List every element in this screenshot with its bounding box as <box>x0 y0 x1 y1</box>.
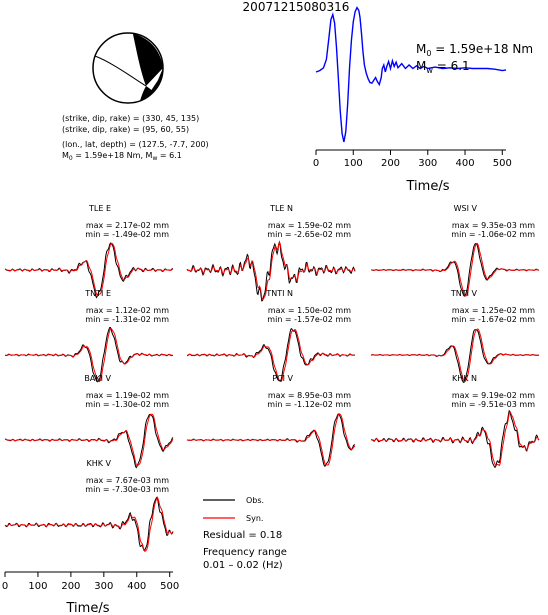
min-amplitude-label: min = -1.06e-02 mm <box>451 230 535 239</box>
synthetic-waveform-line <box>371 242 540 297</box>
station-label: WSI V <box>454 204 478 213</box>
focal-line-2: (strike, dip, rake) = (95, 60, 55) <box>62 125 189 134</box>
station-label: TNTI E <box>84 289 111 298</box>
stf-magnitude-label: Mw = 6.1 <box>416 59 470 75</box>
focal-line-1: (strike, dip, rake) = (330, 45, 135) <box>62 114 199 123</box>
min-amplitude-label: min = -1.30e-02 mm <box>85 400 169 409</box>
max-amplitude-label: max = 1.25e-02 mm <box>452 306 535 315</box>
stf-tick-label: 200 <box>381 158 400 169</box>
max-amplitude-label: max = 7.67e-03 mm <box>86 476 169 485</box>
max-amplitude-label: max = 2.17e-02 mm <box>86 221 169 230</box>
waveform-x-axis: 0 100 200 300 400 500 <box>2 571 179 592</box>
max-amplitude-label: max = 9.19e-02 mm <box>452 391 535 400</box>
max-amplitude-label: max = 1.12e-02 mm <box>86 306 169 315</box>
stf-series-line <box>315 6 507 143</box>
stf-tick-label: 100 <box>344 158 363 169</box>
stf-x-axis: 0 100 200 300 400 500 <box>313 149 512 169</box>
stf-moment-label: M0 = 1.59e+18 Nm <box>416 42 533 58</box>
waveform-tick-label: 0 <box>2 581 8 592</box>
synthetic-waveform-line <box>186 329 356 383</box>
residual-label: Residual = 0.18 <box>203 530 282 541</box>
max-amplitude-label: max = 1.50e-02 mm <box>268 306 351 315</box>
station-label: TNTI N <box>265 289 293 298</box>
stf-tick-label: 400 <box>455 158 474 169</box>
frequency-range-value: 0.01 – 0.02 (Hz) <box>203 560 283 571</box>
focal-line-3: (lon., lat, depth) = (127.5, -7.7, 200) <box>62 140 209 149</box>
min-amplitude-label: min = -1.12e-02 mm <box>267 400 351 409</box>
max-amplitude-label: max = 1.19e-02 mm <box>86 391 169 400</box>
focal-mechanism-beachball-icon <box>92 32 164 104</box>
figure-title: 20071215080316 <box>243 0 350 14</box>
synthetic-waveform-line <box>186 241 356 301</box>
synthetic-waveform-line <box>186 413 356 466</box>
station-label: KHK V <box>86 459 111 468</box>
synthetic-waveform-line <box>370 328 540 383</box>
synthetic-waveform-line <box>4 497 174 552</box>
station-label: BAKI V <box>84 374 111 383</box>
stf-panel: 0 100 200 300 400 500 Time/s M0 = 1.59e+18 Nm… <box>313 6 533 194</box>
min-amplitude-label: min = -1.31e-02 mm <box>85 315 169 324</box>
min-amplitude-label: min = -1.67e-02 mm <box>451 315 535 324</box>
waveform-tick-label: 500 <box>160 581 179 592</box>
waveform-tick-label: 300 <box>94 581 113 592</box>
min-amplitude-label: min = -2.65e-02 mm <box>267 230 351 239</box>
max-amplitude-label: max = 9.35e-03 mm <box>452 221 535 230</box>
stf-x-label: Time/s <box>406 179 450 194</box>
stf-tick-label: 300 <box>418 158 437 169</box>
legend-syn-label: Syn. <box>246 514 263 523</box>
waveform-tick-label: 100 <box>28 581 47 592</box>
min-amplitude-label: min = -7.30e-03 mm <box>85 485 169 494</box>
synthetic-waveform-line <box>370 411 540 467</box>
frequency-range-label: Frequency range <box>203 547 287 558</box>
station-label: PCI V <box>272 374 293 383</box>
min-amplitude-label: min = -1.57e-02 mm <box>267 315 351 324</box>
max-amplitude-label: max = 8.95e-03 mm <box>268 391 351 400</box>
legend: Obs. Syn. Residual = 0.18 Frequency rang… <box>203 496 287 571</box>
min-amplitude-label: min = -1.49e-02 mm <box>85 230 169 239</box>
synthetic-waveform-line <box>4 413 174 467</box>
stf-tick-label: 500 <box>493 158 512 169</box>
station-label: TLE N <box>269 204 293 213</box>
station-label: KHK N <box>452 374 477 383</box>
synthetic-waveform-line <box>4 327 174 383</box>
waveform-tick-label: 200 <box>61 581 80 592</box>
synthetic-waveform-line <box>5 242 174 297</box>
max-amplitude-label: max = 1.59e-02 mm <box>268 221 351 230</box>
station-label: TNTI V <box>450 289 478 298</box>
min-amplitude-label: min = -9.51e-03 mm <box>451 400 535 409</box>
stf-tick-label: 0 <box>313 158 319 169</box>
focal-moment-line: M0 = 1.59e+18 Nm, Mw = 6.1 <box>62 151 182 162</box>
waveform-tick-label: 400 <box>127 581 146 592</box>
observed-waveform-line <box>4 496 174 552</box>
station-label: TLE E <box>88 204 111 213</box>
waveform-x-label: Time/s <box>66 601 110 615</box>
legend-obs-label: Obs. <box>246 496 264 505</box>
